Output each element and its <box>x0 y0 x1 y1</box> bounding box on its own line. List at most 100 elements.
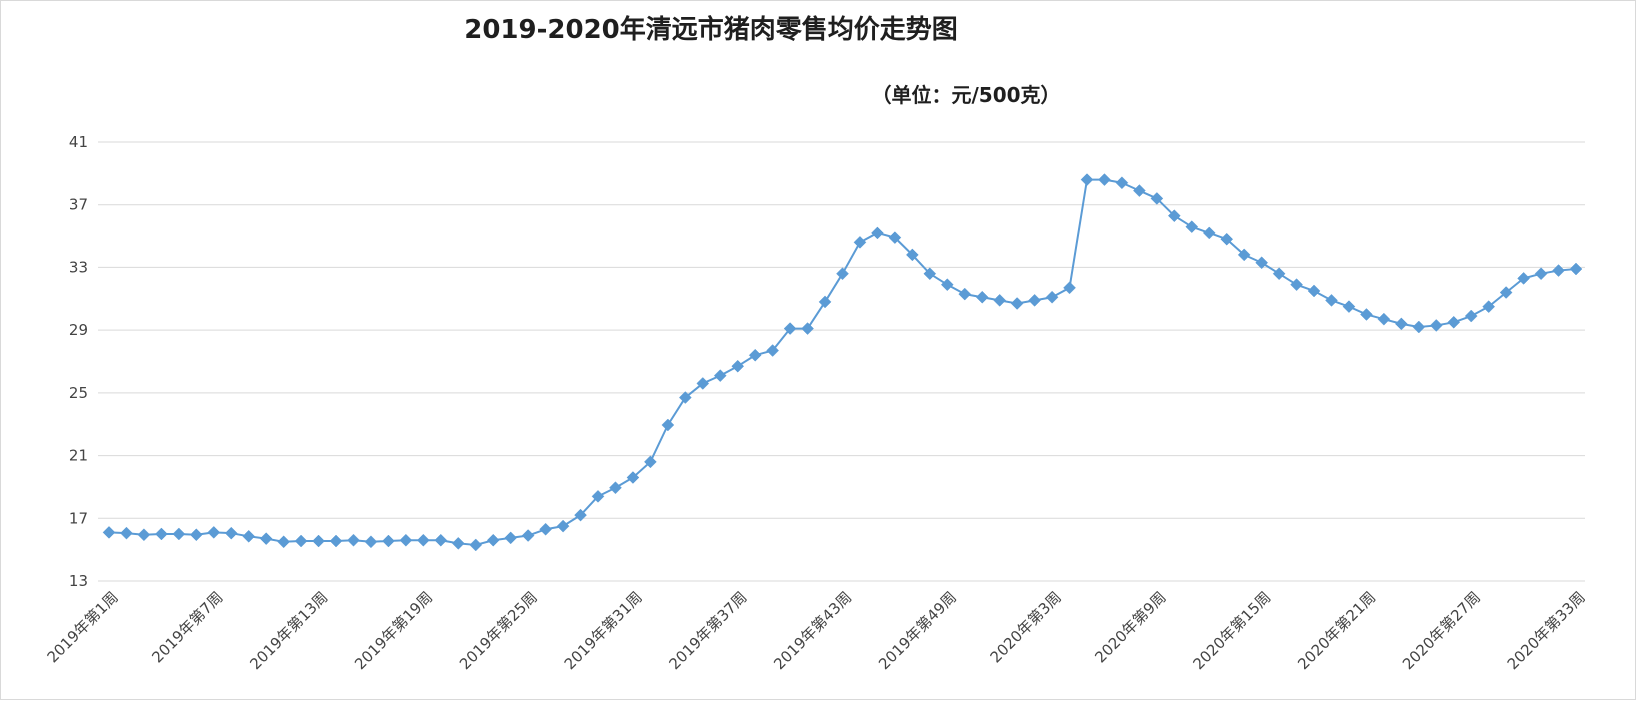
data-point <box>783 322 797 335</box>
y-tick-label: 21 <box>69 447 88 465</box>
data-point <box>1499 286 1513 299</box>
data-point <box>1412 320 1426 334</box>
x-tick-label: 2019年第19周 <box>351 588 436 673</box>
data-point <box>923 267 937 281</box>
x-axis-tick-labels: 2019年第1周 2019年第7周 2019年第13周 2019年第19周 2019年第… <box>44 588 1589 673</box>
data-point <box>155 527 168 541</box>
data-point <box>382 534 395 548</box>
data-point <box>888 231 902 244</box>
data-point <box>242 529 256 543</box>
x-tick-label: 2020年第15周 <box>1189 588 1274 673</box>
x-tick-label: 2019年第7周 <box>148 588 226 666</box>
data-point <box>504 531 518 545</box>
data-point <box>1482 300 1496 313</box>
x-tick-label: 2020年第3周 <box>987 588 1065 666</box>
data-point <box>1063 281 1076 295</box>
y-tick-label: 37 <box>69 196 88 214</box>
data-point <box>1307 284 1321 298</box>
data-point <box>1133 184 1146 197</box>
data-point <box>1569 262 1583 276</box>
unit-label: （单位：元/500克） <box>871 83 1061 107</box>
y-axis-tick-labels: 13 17 21 25 29 33 37 41 <box>69 133 88 590</box>
data-point <box>836 267 849 281</box>
data-point <box>521 529 535 542</box>
data-point <box>312 534 325 548</box>
data-point <box>172 527 186 541</box>
data-point <box>224 526 238 540</box>
data-point <box>713 369 727 382</box>
price-series <box>102 173 1583 552</box>
data-point <box>1150 192 1164 205</box>
y-tick-label: 17 <box>69 509 88 527</box>
data-point <box>1517 272 1530 285</box>
data-point <box>486 533 500 547</box>
data-point <box>731 359 745 373</box>
data-point <box>1185 220 1199 234</box>
data-point <box>347 533 360 547</box>
x-tick-label: 2019年第43周 <box>770 588 855 673</box>
series-line <box>108 178 1577 546</box>
data-point <box>591 489 605 503</box>
chart-title: 2019-2020年清远市猪肉零售均价走势图 <box>464 15 958 45</box>
data-point <box>1447 315 1461 329</box>
data-point <box>102 526 116 539</box>
data-point <box>1028 294 1041 307</box>
data-point <box>451 537 465 550</box>
data-point <box>801 322 814 335</box>
data-point <box>259 532 273 546</box>
data-point <box>1202 226 1216 240</box>
data-point <box>748 348 762 362</box>
x-tick-label: 2020年第21周 <box>1294 588 1379 673</box>
data-point <box>940 278 954 292</box>
data-point <box>1360 308 1373 321</box>
data-point <box>1220 232 1234 246</box>
data-point <box>1464 309 1478 323</box>
x-tick-label: 2019年第37周 <box>666 588 751 673</box>
x-tick-label: 2019年第13周 <box>246 588 331 673</box>
data-point <box>975 290 989 304</box>
data-point <box>120 526 133 540</box>
data-point <box>644 455 657 469</box>
x-tick-label: 2019年第25周 <box>456 588 541 673</box>
y-tick-label: 25 <box>69 384 88 402</box>
data-point <box>1272 267 1286 281</box>
data-point <box>871 226 884 240</box>
data-point <box>294 534 308 548</box>
y-tick-label: 29 <box>69 321 88 339</box>
data-point <box>958 287 972 301</box>
data-point <box>818 295 832 309</box>
data-point <box>1534 267 1548 281</box>
data-point <box>399 533 413 547</box>
data-point <box>1290 278 1303 292</box>
x-tick-label: 2020年第27周 <box>1399 588 1484 673</box>
data-point <box>661 418 675 432</box>
data-point <box>1167 209 1181 223</box>
data-point <box>1115 176 1129 190</box>
x-tick-label: 2020年第9周 <box>1091 588 1169 666</box>
x-tick-label: 2019年第31周 <box>561 588 646 673</box>
data-point <box>1010 297 1024 310</box>
x-tick-label: 2019年第49周 <box>875 588 960 673</box>
data-point <box>906 248 919 262</box>
x-tick-label: 2020年第33周 <box>1504 588 1589 673</box>
data-point <box>1395 317 1408 331</box>
data-point <box>137 528 151 542</box>
y-tick-label: 33 <box>69 258 88 276</box>
data-point <box>539 522 552 536</box>
data-point <box>1325 294 1338 307</box>
x-tick-label: 2019年第1周 <box>44 588 122 666</box>
data-point <box>364 535 378 549</box>
data-point <box>1377 312 1391 326</box>
data-point <box>1342 300 1356 313</box>
data-point <box>1080 173 1094 186</box>
data-point <box>1429 319 1443 332</box>
data-point <box>1045 290 1059 304</box>
gridlines <box>98 141 1585 582</box>
data-point <box>993 294 1007 307</box>
data-point <box>626 471 640 484</box>
data-point <box>417 533 430 547</box>
data-point <box>556 519 570 533</box>
data-point <box>1237 248 1251 262</box>
